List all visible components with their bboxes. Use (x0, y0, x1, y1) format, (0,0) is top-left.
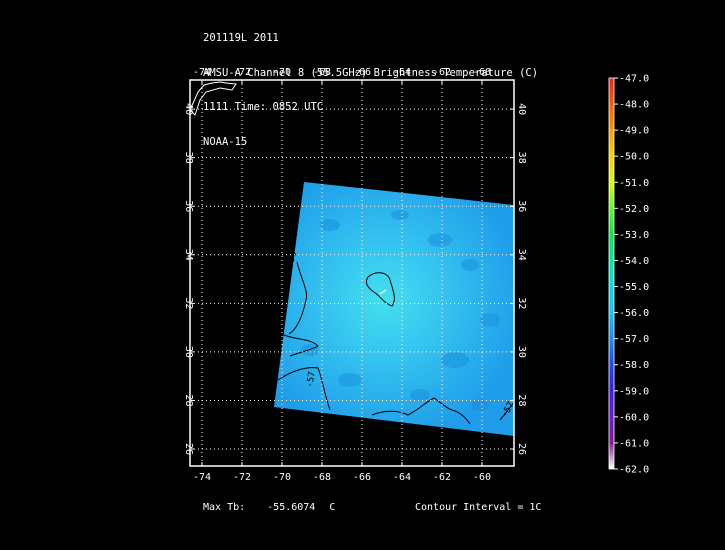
colorbar: -47.0 -48.0 -49.0 -50.0 -51.0 -52.0 -53.0 -54.0… (608, 74, 649, 476)
title-date: 201119L 2011 (203, 32, 279, 44)
colorbar-label: -62.0 (619, 465, 649, 476)
lon-tick-top: -68 (313, 67, 331, 78)
lat-tick-left: 26 (183, 443, 194, 455)
colorbar-label: -55.0 (619, 282, 649, 293)
lat-tick-right: 36 (516, 200, 527, 212)
colorbar-label: -60.0 (619, 412, 649, 423)
contour-interval: Contour Interval = 1C (415, 502, 542, 513)
lon-tick-top: -62 (433, 67, 451, 78)
lat-tick-right: 32 (516, 297, 527, 309)
lon-tick-bottom: -72 (233, 472, 251, 483)
colorbar-scale (608, 77, 615, 470)
colorbar-label: -53.0 (619, 230, 649, 241)
lon-tick-top: -60 (473, 67, 491, 78)
colorbar-label: -52.0 (619, 204, 649, 215)
max-tb-label: Max Tb: (203, 502, 246, 513)
map-frame (189, 79, 515, 467)
colorbar-label: -51.0 (619, 178, 649, 189)
lon-tick-bottom: -74 (193, 472, 211, 483)
lat-tick-left: 38 (183, 152, 194, 164)
lon-tick-bottom: -62 (433, 472, 451, 483)
contour-west-2 (283, 334, 319, 357)
max-tb-unit: C (329, 502, 336, 513)
lat-tick-left: 40 (183, 103, 194, 115)
colorbar-label: -48.0 (619, 100, 649, 111)
title-time: 1111 Time: 0852 UTC (203, 101, 324, 113)
colorbar-label: -50.0 (619, 152, 649, 163)
max-marker (379, 289, 387, 295)
lat-tick-left: 32 (183, 297, 194, 309)
lon-tick-bottom: -60 (473, 472, 491, 483)
swath-texture (301, 210, 500, 411)
lat-tick-left: 30 (183, 346, 194, 358)
lat-ticks-left: 40 38 36 34 32 30 28 26 (183, 103, 194, 455)
lon-ticks-top: -74 -72 -70 -68 -66 -64 -62 -60 (193, 67, 491, 78)
colorbar-label: -47.0 (619, 74, 649, 85)
contour-south (371, 397, 471, 425)
lon-tick-top: -70 (273, 67, 291, 78)
contour-label-56: -56 (285, 250, 299, 268)
lon-tick-top: -66 (353, 67, 371, 78)
contour-west (288, 261, 308, 335)
contour-southwest (277, 367, 331, 411)
lat-tick-left: 36 (183, 200, 194, 212)
lon-tick-bottom: -64 (393, 472, 411, 483)
colorbar-label: -61.0 (619, 438, 649, 449)
lat-tick-right: 40 (516, 103, 527, 115)
lon-tick-bottom: -66 (353, 472, 371, 483)
max-tb-value: -55.6074 (267, 502, 316, 513)
colorbar-label: -58.0 (619, 360, 649, 371)
lon-tick-top: -64 (393, 67, 411, 78)
lat-tick-left: 34 (183, 249, 194, 261)
max-tb-readout: Max Tb: -55.6074 C (203, 502, 335, 513)
brightness-swath (274, 182, 514, 436)
contour-label-57a: -57 (305, 371, 318, 389)
lon-tick-top: -72 (233, 67, 251, 78)
colorbar-label: -49.0 (619, 126, 649, 137)
lon-tick-bottom: -68 (313, 472, 331, 483)
lat-ticks-right: 40 38 36 34 32 30 28 26 (516, 103, 527, 455)
lon-tick-bottom: -70 (273, 472, 291, 483)
colorbar-label: -57.0 (619, 334, 649, 345)
lat-tick-right: 38 (516, 152, 527, 164)
lat-tick-right: 28 (516, 394, 527, 406)
contour-center-loop (365, 272, 395, 307)
lat-tick-right: 30 (516, 346, 527, 358)
lat-tick-left: 28 (183, 394, 194, 406)
contour-lines (277, 261, 514, 425)
colorbar-label: -56.0 (619, 308, 649, 319)
lon-tick-top: -74 (193, 67, 211, 78)
title-block: 201119L 2011 AMSU-A Channel 8 (55.5GHz) … (203, 10, 538, 160)
colorbar-label: -54.0 (619, 256, 649, 267)
title-product: AMSU-A Channel 8 (55.5GHz) Brightness Te… (203, 66, 539, 79)
lat-lon-grid (190, 80, 514, 466)
lat-tick-right: 26 (516, 443, 527, 455)
lon-ticks-bottom: -74 -72 -70 -68 -66 -64 -62 -60 (193, 472, 491, 483)
colorbar-label: -59.0 (619, 386, 649, 397)
lat-tick-right: 34 (516, 249, 527, 261)
title-satellite: NOAA-15 (203, 135, 248, 148)
coastline (190, 81, 237, 116)
